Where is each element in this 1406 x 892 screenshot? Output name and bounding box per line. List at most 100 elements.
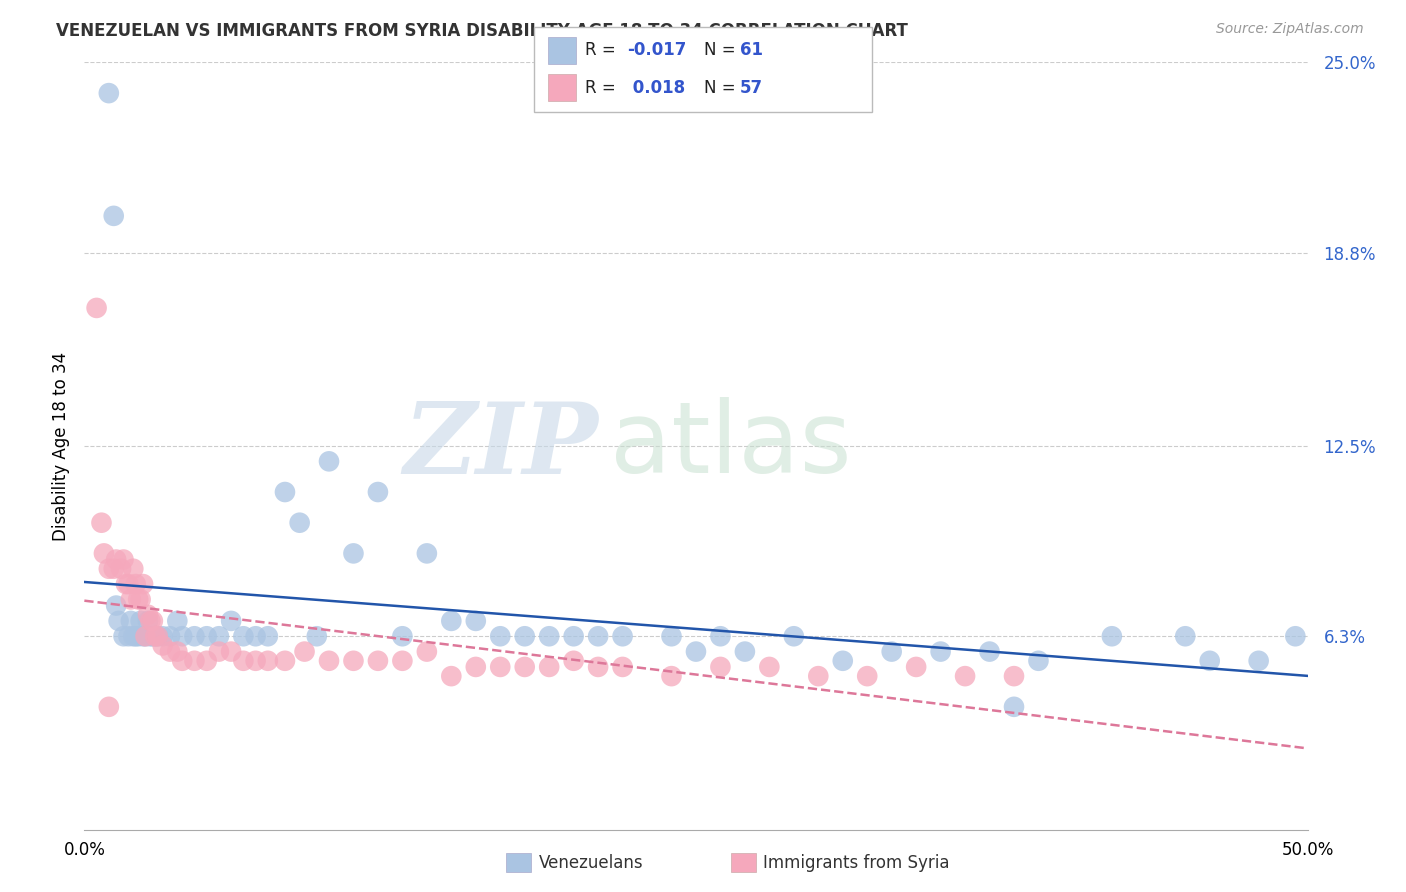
Point <box>120 592 142 607</box>
Point <box>318 654 340 668</box>
Point <box>142 629 165 643</box>
Point <box>112 552 135 566</box>
Point <box>391 629 413 643</box>
Point <box>139 629 162 643</box>
Point <box>440 669 463 683</box>
Point <box>135 629 157 643</box>
Text: 0.018: 0.018 <box>627 78 685 96</box>
Point <box>807 669 830 683</box>
Y-axis label: Disability Age 18 to 34: Disability Age 18 to 34 <box>52 351 70 541</box>
Text: Source: ZipAtlas.com: Source: ZipAtlas.com <box>1216 22 1364 37</box>
Point <box>97 562 120 576</box>
Point <box>257 654 280 668</box>
Point <box>612 660 634 674</box>
Text: -0.017: -0.017 <box>627 42 686 60</box>
Point <box>305 629 328 643</box>
Point <box>513 660 536 674</box>
Point <box>86 301 108 315</box>
Point <box>257 629 280 643</box>
Point <box>905 660 928 674</box>
Point <box>122 629 145 643</box>
Point <box>136 614 159 628</box>
Point <box>929 644 952 658</box>
Point <box>132 577 155 591</box>
Point <box>709 660 731 674</box>
Point <box>464 614 486 628</box>
Point <box>142 614 165 628</box>
Point <box>127 592 149 607</box>
Point <box>1002 699 1025 714</box>
Point <box>489 660 512 674</box>
Point <box>143 629 166 643</box>
Point <box>195 654 218 668</box>
Point <box>195 629 218 643</box>
Point <box>208 629 231 643</box>
Point <box>342 654 364 668</box>
Point <box>125 629 148 643</box>
Point <box>734 644 756 658</box>
Point <box>661 669 683 683</box>
Point <box>294 644 316 658</box>
Text: N =: N = <box>704 42 741 60</box>
Point <box>97 699 120 714</box>
Point <box>274 485 297 500</box>
Point <box>219 614 242 628</box>
Text: ZIP: ZIP <box>404 398 598 494</box>
Point <box>562 629 585 643</box>
Point <box>125 577 148 591</box>
Point <box>152 629 174 643</box>
Point <box>139 614 162 628</box>
Point <box>152 639 174 653</box>
Point <box>416 644 439 658</box>
Point <box>136 607 159 622</box>
Point <box>245 654 267 668</box>
Point <box>172 629 194 643</box>
Point <box>880 644 903 658</box>
Point <box>274 654 297 668</box>
Point <box>288 516 311 530</box>
Text: Venezuelans: Venezuelans <box>538 854 643 871</box>
Point <box>1174 629 1197 643</box>
Text: R =: R = <box>585 42 621 60</box>
Point <box>464 660 486 674</box>
Point <box>159 629 181 643</box>
Point <box>1002 669 1025 683</box>
Point <box>513 629 536 643</box>
Point <box>831 654 853 668</box>
Point <box>146 629 169 643</box>
Text: N =: N = <box>704 78 741 96</box>
Point <box>129 592 152 607</box>
Point <box>586 660 609 674</box>
Point <box>1101 629 1123 643</box>
Point <box>367 485 389 500</box>
Point <box>661 629 683 643</box>
Point <box>105 599 128 613</box>
Point <box>245 629 267 643</box>
Point <box>586 629 609 643</box>
Point <box>416 546 439 560</box>
Point <box>120 614 142 628</box>
Point <box>1198 654 1220 668</box>
Point <box>132 629 155 643</box>
Point <box>172 654 194 668</box>
Point <box>953 669 976 683</box>
Point <box>159 644 181 658</box>
Point <box>90 516 112 530</box>
Point <box>110 562 132 576</box>
Point <box>117 577 139 591</box>
Point <box>758 660 780 674</box>
Point <box>208 644 231 658</box>
Point <box>612 629 634 643</box>
Point <box>107 614 129 628</box>
Point <box>489 629 512 643</box>
Point <box>103 562 125 576</box>
Point <box>440 614 463 628</box>
Point <box>97 86 120 100</box>
Point <box>562 654 585 668</box>
Point <box>117 629 139 643</box>
Point <box>367 654 389 668</box>
Point <box>93 546 115 560</box>
Point <box>122 562 145 576</box>
Point <box>143 629 166 643</box>
Point <box>127 629 149 643</box>
